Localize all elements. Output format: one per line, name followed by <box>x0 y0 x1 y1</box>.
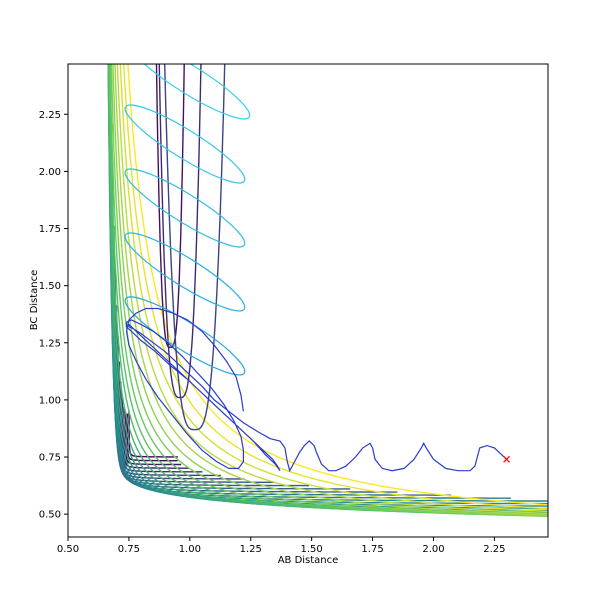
trajectory-start-marker <box>503 455 511 463</box>
reaction-trajectory <box>124 64 508 473</box>
contour-line <box>114 64 548 516</box>
x-tick-label: 2.00 <box>422 544 444 555</box>
start-marker-stroke <box>503 455 511 463</box>
x-tick-label: 2.25 <box>483 544 505 555</box>
y-axis-label: BC Distance <box>29 270 40 331</box>
oscillation-trace <box>124 168 246 248</box>
y-tick-label: 1.75 <box>39 224 61 235</box>
contour-line <box>109 64 548 517</box>
y-tick-label: 0.75 <box>39 453 61 464</box>
y-tick-label: 2.00 <box>39 167 61 178</box>
x-tick-label: 0.50 <box>57 544 79 555</box>
x-tick-label: 1.00 <box>179 544 201 555</box>
y-tick-label: 1.50 <box>39 281 61 292</box>
contour-loop <box>155 64 185 348</box>
y-tick-label: 1.25 <box>39 338 61 349</box>
y-axis: 0.50 0.75 1.00 1.25 1.50 1.75 2.00 2.25 <box>39 110 68 521</box>
contour-line <box>127 64 548 506</box>
y-tick-label: 2.25 <box>39 110 61 121</box>
x-tick-label: 1.75 <box>361 544 383 555</box>
y-tick-label: 1.00 <box>39 395 61 406</box>
potential-energy-contours <box>107 64 548 517</box>
oscillation-trace <box>124 232 246 312</box>
plot-frame <box>67 63 549 538</box>
contour-line <box>108 64 548 517</box>
x-tick-label: 0.75 <box>118 544 140 555</box>
x-tick-label: 1.50 <box>301 544 323 555</box>
x-tick-label: 1.25 <box>240 544 262 555</box>
oscillation-trace <box>124 104 246 184</box>
contour-line <box>110 64 548 517</box>
y-tick-label: 0.50 <box>39 510 61 521</box>
x-axis: 0.50 0.75 1.00 1.25 1.50 1.75 2.00 2.25 <box>57 537 506 555</box>
contour-line <box>112 64 548 517</box>
oscillation-trace <box>129 64 251 120</box>
contour-line <box>126 413 178 462</box>
contour-line <box>122 64 548 510</box>
trajectory-path <box>125 307 508 473</box>
contour-line <box>116 64 548 515</box>
contour-line <box>119 64 548 513</box>
x-axis-label: AB Distance <box>278 555 339 566</box>
